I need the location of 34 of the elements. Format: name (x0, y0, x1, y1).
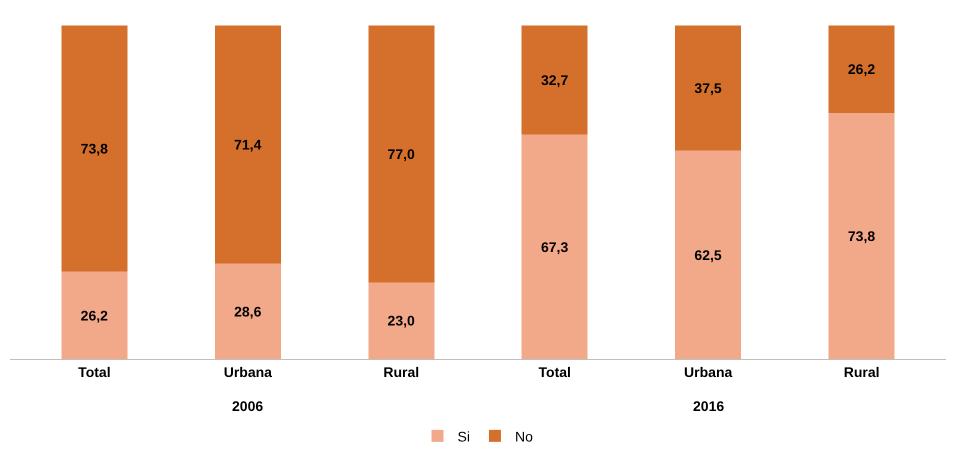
bar (522, 26, 588, 135)
data-label: 32,7 (540, 72, 568, 88)
data-label: 77,0 (388, 146, 416, 162)
x-tick-label: Total (78, 364, 111, 380)
data-label: 62,5 (694, 246, 722, 263)
data-label: 26,2 (80, 307, 108, 324)
bar (214, 26, 281, 264)
bar (368, 26, 434, 282)
bar (675, 150, 742, 359)
bar (828, 112, 895, 359)
bar (828, 26, 895, 113)
x-tick-label: Total (538, 364, 571, 380)
data-label: 26,2 (848, 61, 876, 78)
x-tick-label: Rural (844, 364, 880, 380)
x-tick-label: Urbana (684, 364, 732, 380)
bar (675, 26, 742, 151)
data-label: 37,5 (694, 80, 722, 96)
data-label: 73,8 (80, 140, 108, 157)
data-label: 28,6 (234, 303, 262, 320)
data-label: 73,8 (848, 228, 876, 244)
x-tick-label: Urbana (224, 364, 272, 380)
x-tick-label: Rural (383, 364, 420, 380)
bar (368, 282, 434, 359)
bar (522, 134, 588, 359)
bar (61, 272, 128, 359)
bar (214, 264, 281, 359)
bar (61, 26, 128, 272)
legend-label: No (514, 428, 534, 444)
data-label: 71,4 (234, 136, 262, 153)
legend-label: Si (458, 428, 470, 444)
text: 2016 (693, 398, 724, 414)
data-label: 67,3 (540, 238, 568, 255)
data-label: 23,0 (388, 312, 416, 329)
text: 2006 (232, 398, 264, 414)
